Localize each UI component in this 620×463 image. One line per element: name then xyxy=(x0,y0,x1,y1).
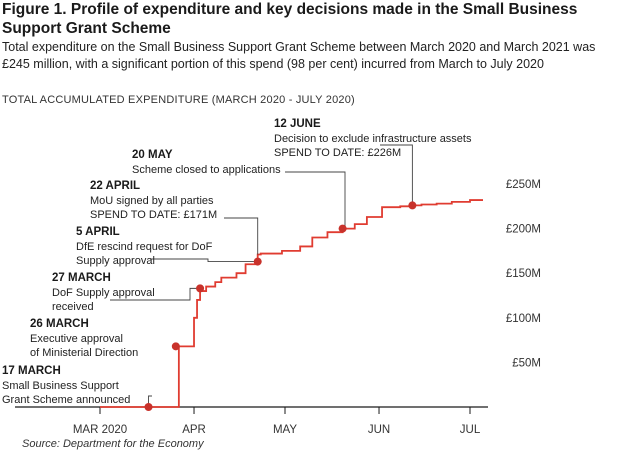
event-marker xyxy=(408,201,417,210)
annotation-leader xyxy=(110,287,201,301)
x-tick-label: APR xyxy=(182,424,206,436)
y-tick-label: £100M xyxy=(506,313,541,325)
annotation-text: Executive approval xyxy=(30,333,123,345)
annotation-text: Supply approval xyxy=(76,255,155,267)
source-note: Source: Department for the Economy xyxy=(22,438,204,450)
annotation-text: MoU signed by all parties xyxy=(90,195,214,207)
y-tick-label: £250M xyxy=(506,179,541,191)
annotation-heading: 22 APRIL xyxy=(90,180,140,192)
annotation-heading: 5 APRIL xyxy=(76,226,120,238)
y-tick-label: £200M xyxy=(506,224,541,236)
annotation-text: received xyxy=(52,301,94,313)
annotation-text: Decision to exclude infrastructure asset… xyxy=(274,133,472,145)
annotation-leader xyxy=(224,217,259,255)
marker-layer xyxy=(144,201,417,411)
figure-title: Figure 1. Profile of expenditure and key… xyxy=(2,1,578,37)
axis-layer: MAR 2020 APR MAY JUN JUL £50M £100M £150M £200M £… xyxy=(15,179,541,436)
x-tick-label: JUL xyxy=(460,424,481,436)
event-marker xyxy=(171,342,180,351)
y-tick-label: £50M xyxy=(512,357,541,369)
annotation-leader xyxy=(380,144,413,206)
annotation-text: Small Business Support xyxy=(2,380,119,392)
event-marker xyxy=(196,284,205,293)
annotation-heading: 26 MARCH xyxy=(30,318,89,330)
annotation-leader xyxy=(150,258,258,263)
annotation-heading: 12 JUNE xyxy=(274,118,321,130)
annotation-text: of Ministerial Direction xyxy=(30,347,138,359)
annotation-text: SPEND TO DATE: £171M xyxy=(90,209,217,221)
figure-subtitle: Total expenditure on the Small Business … xyxy=(2,40,596,71)
annotation-text: DoF Supply approval xyxy=(52,287,155,299)
event-marker xyxy=(144,403,153,411)
chart-label: TOTAL ACCUMULATED EXPENDITURE (MARCH 202… xyxy=(2,94,355,106)
annotation-text: Grant Scheme announced xyxy=(2,394,130,406)
annotation-heading: 20 MAY xyxy=(132,149,173,161)
annotation-heading: 27 MARCH xyxy=(52,272,111,284)
leader-layer xyxy=(110,144,413,407)
annotation-leader xyxy=(285,171,346,230)
annotation-text: SPEND TO DATE: £226M xyxy=(274,147,401,159)
event-marker xyxy=(338,224,347,233)
line-layer xyxy=(100,199,483,408)
expenditure-step-line xyxy=(100,199,483,408)
annotation-text: DfE rescind request for DoF xyxy=(76,241,213,253)
event-marker xyxy=(253,257,262,266)
x-tick-label: MAY xyxy=(273,424,297,436)
y-tick-label: £150M xyxy=(506,268,541,280)
x-tick-label: JUN xyxy=(368,424,390,436)
x-tick-label: MAR 2020 xyxy=(73,424,127,436)
label-layer: 17 MARCH Small Business Support Grant Sche… xyxy=(2,118,472,406)
annotation-heading: 17 MARCH xyxy=(2,365,61,377)
annotation-text: Scheme closed to applications xyxy=(132,164,281,176)
